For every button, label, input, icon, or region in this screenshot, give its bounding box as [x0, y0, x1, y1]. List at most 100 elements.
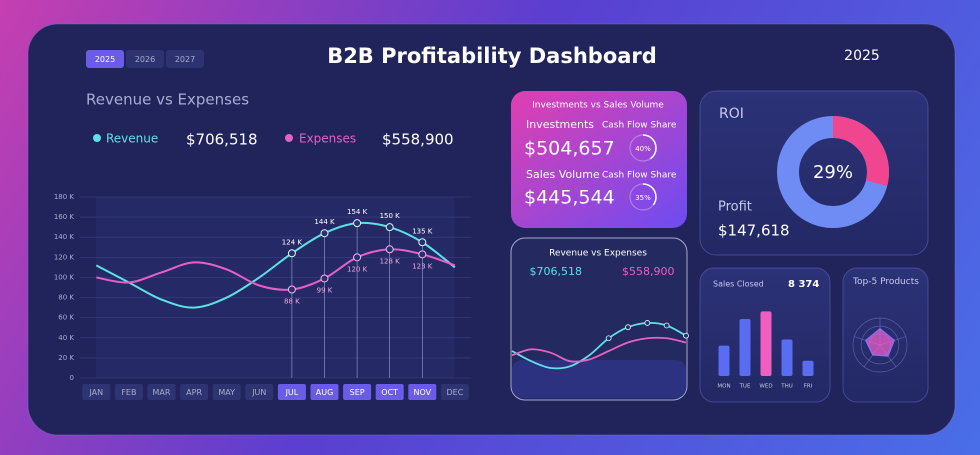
data-point: [625, 324, 631, 331]
card-title: Investments vs Sales Volume: [532, 101, 664, 111]
legend-dot: [285, 134, 293, 142]
bar: [781, 339, 793, 376]
radar-shape: [864, 327, 896, 357]
month-box: [114, 384, 143, 400]
month-box: [310, 384, 339, 400]
card-title: Sales Closed: [713, 280, 764, 289]
x-tick-label: MON: [717, 384, 730, 390]
x-tick-label: TUE: [739, 384, 751, 390]
value-label: 144 K: [314, 218, 335, 226]
kpi-label: Cash Flow Share: [602, 171, 677, 181]
kpi-label: Cash Flow Share: [602, 121, 677, 131]
x-tick-label: AUG: [316, 388, 334, 397]
x-tick-label: SEP: [350, 388, 365, 397]
value-label: 99 K: [317, 286, 333, 294]
year-tab[interactable]: [126, 50, 164, 68]
y-tick-label: 80 K: [58, 294, 74, 302]
kpi-label: Sales Volume: [526, 168, 600, 181]
month-box: [147, 384, 176, 400]
value-label: 135 K: [412, 227, 433, 235]
x-tick-label: THU: [780, 384, 793, 390]
legend-label: Expenses: [299, 132, 356, 146]
y-tick-label: 0: [70, 374, 74, 382]
bar: [739, 319, 751, 376]
gauge-label: 35%: [635, 194, 651, 202]
value-label: 123 K: [412, 262, 433, 270]
plot-area: [96, 197, 455, 378]
kpi-value: $504,657: [524, 138, 615, 160]
value-label: 124 K: [282, 238, 303, 246]
x-tick-label: MAY: [218, 388, 235, 397]
kpi-label: Investments: [526, 118, 594, 131]
data-point: [418, 238, 427, 247]
data-point: [287, 285, 296, 294]
month-box: [180, 384, 209, 400]
y-tick-label: 140 K: [54, 233, 75, 241]
y-tick-label: 20 K: [58, 354, 74, 362]
month-box: [375, 384, 404, 400]
month-box: [408, 384, 437, 400]
data-point: [683, 332, 689, 339]
x-tick-label: APR: [186, 388, 202, 397]
month-box: [343, 384, 372, 400]
x-tick-label: NOV: [413, 388, 431, 397]
y-tick-label: 160 K: [54, 213, 75, 221]
x-tick-label: WED: [759, 384, 772, 390]
data-point: [353, 253, 362, 262]
year-tab[interactable]: [86, 50, 124, 68]
data-point: [287, 249, 296, 258]
month-box: [82, 384, 111, 400]
section-title: Revenue vs Expenses: [86, 91, 249, 109]
x-tick-label: JUN: [251, 388, 266, 397]
gauge-arc: [629, 134, 657, 162]
data-point: [418, 250, 427, 259]
year: 2025: [844, 48, 880, 64]
data-point: [605, 335, 612, 342]
year-tab-label: 2027: [175, 55, 195, 64]
data-point: [385, 223, 394, 232]
y-tick-label: 100 K: [54, 273, 75, 281]
data-point: [320, 229, 329, 238]
bar: [718, 345, 730, 376]
data-point: [353, 219, 362, 228]
gauge-label: 40%: [635, 145, 651, 153]
x-tick-label: FEB: [121, 388, 136, 397]
kpi-value: $147,618: [718, 222, 790, 240]
gauge-arc: [629, 183, 657, 211]
kpi-value: $706,518: [530, 265, 583, 278]
value-label: 120 K: [347, 265, 368, 273]
data-point: [644, 320, 651, 326]
year-tab-label: 2026: [135, 55, 155, 64]
y-tick-label: 120 K: [54, 253, 75, 261]
x-tick-label: JUL: [285, 388, 299, 397]
legend-dot: [93, 134, 101, 142]
x-tick-label: DEC: [446, 388, 463, 397]
x-tick-label: MAR: [153, 388, 171, 397]
donut-slice: [777, 116, 889, 228]
x-tick-label: OCT: [381, 388, 398, 397]
y-tick-label: 180 K: [54, 193, 75, 201]
card-title: ROI: [719, 106, 744, 122]
value-label: 150 K: [380, 212, 401, 220]
kpi-value: $558,900: [382, 131, 454, 149]
bar: [802, 360, 814, 376]
mini-area: [512, 360, 686, 398]
series-line: [511, 336, 687, 363]
data-point: [320, 274, 329, 283]
year-tab-label: 2025: [95, 55, 115, 64]
month-box: [212, 384, 241, 400]
year-tab[interactable]: [166, 50, 204, 68]
investments-card: [511, 91, 687, 228]
kpi-label: Profit: [718, 200, 752, 215]
value-label: 128 K: [380, 257, 401, 265]
month-box: [277, 384, 306, 400]
card-title: Revenue vs Expenses: [549, 249, 647, 259]
title: B2B Profitability Dashboard: [327, 44, 657, 68]
bar: [760, 311, 772, 376]
x-tick-label: JAN: [88, 388, 103, 397]
series-line: [511, 321, 687, 370]
y-tick-label: 60 K: [58, 314, 74, 322]
month-box: [245, 384, 274, 400]
